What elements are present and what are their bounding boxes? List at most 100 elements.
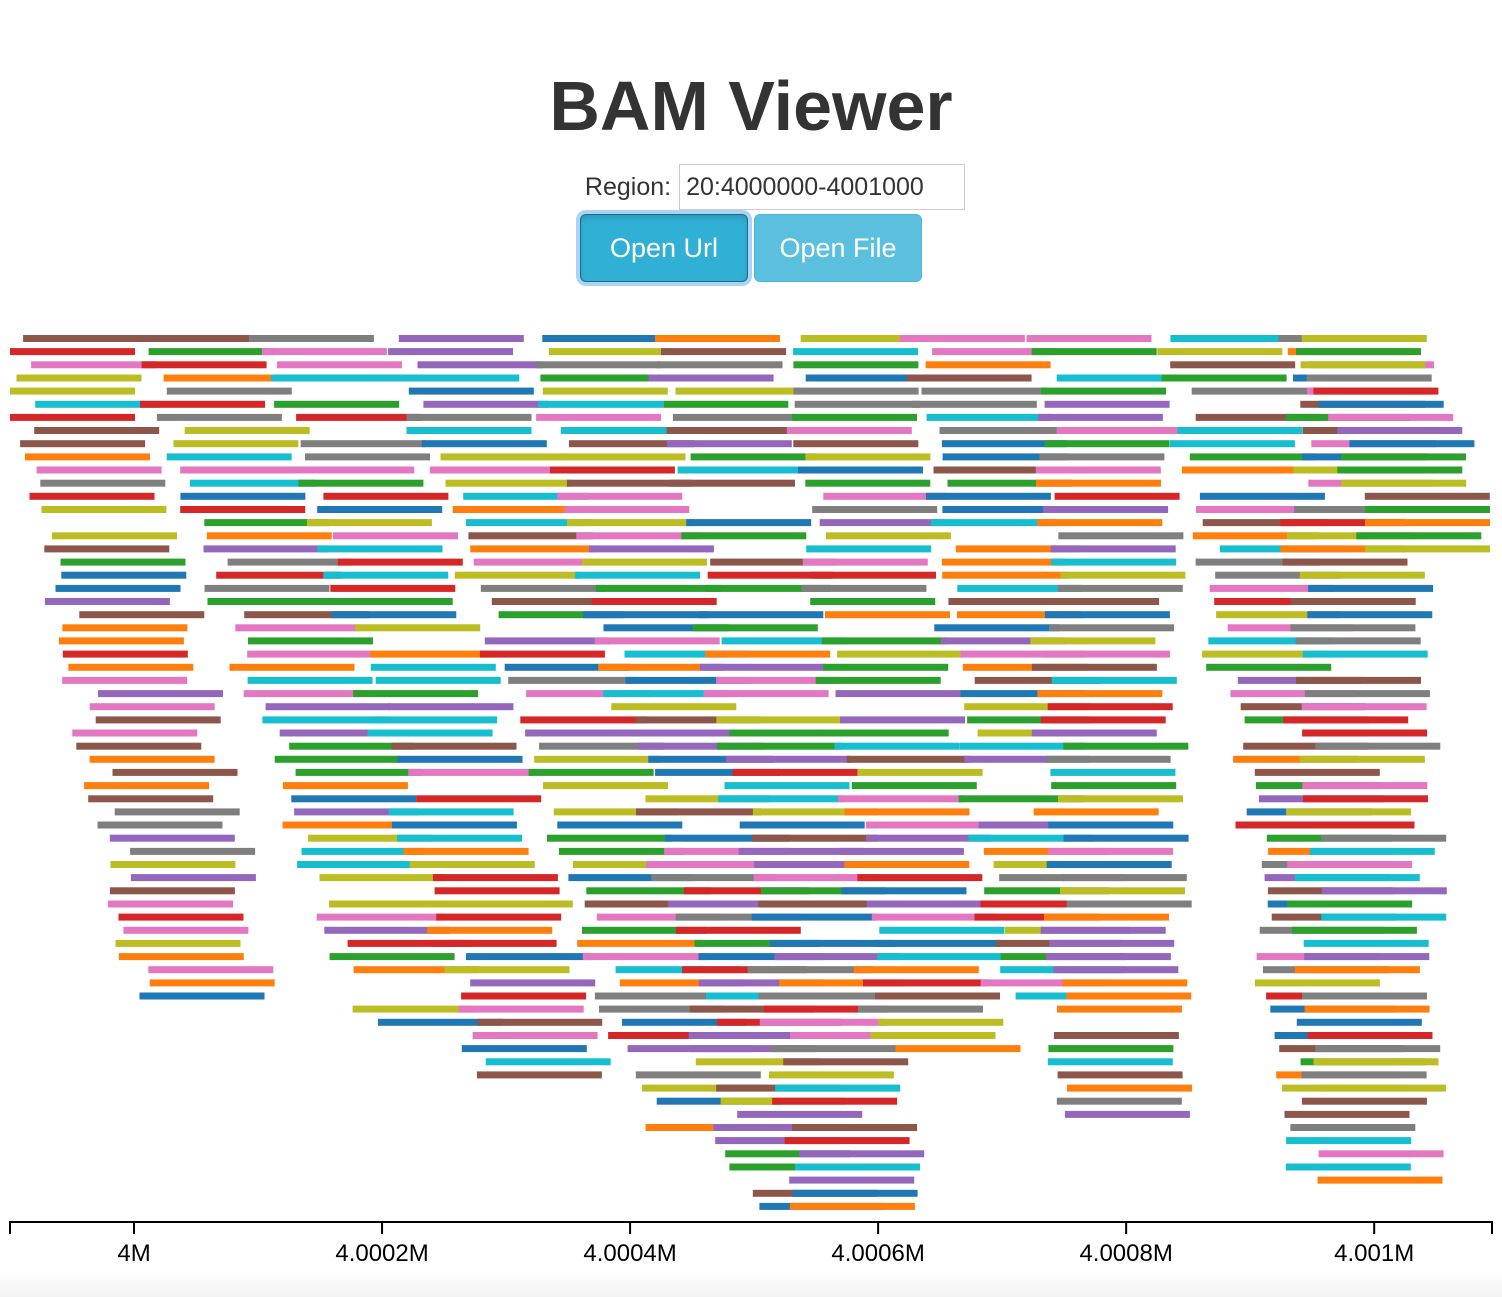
read-bar [695,1058,821,1066]
read-bar [491,598,617,605]
read-bar [1040,926,1166,934]
read-bar [799,1150,925,1158]
read-bar [180,466,306,474]
read-bar [582,926,707,934]
read-bar [123,926,249,934]
page-title: BAM Viewer [549,67,953,145]
read-bar [1282,558,1408,566]
read-bar [1364,492,1490,500]
read-bar [1031,729,1157,737]
read-bar [144,335,270,342]
read-bar [1341,479,1467,487]
read-bar [793,348,919,356]
read-bar [699,663,825,671]
read-bar [1170,335,1296,342]
read-bar [594,992,720,1000]
read-bar [180,506,306,513]
read-bar [1315,1045,1441,1053]
read-bar [84,782,210,790]
read-bar [638,742,764,750]
read-bar [911,400,1037,408]
read-bar [1056,1097,1182,1105]
open-file-button[interactable]: Open File [754,214,922,282]
read-bar [784,1137,910,1145]
read-bar [298,479,424,487]
read-bar [485,1058,611,1066]
read-bar [95,716,221,724]
read-bar [844,808,970,816]
read-bar [964,703,1090,711]
read-bar [538,400,664,408]
read-bar [1286,1137,1412,1145]
read-bar [466,519,591,527]
region-label: Region: [584,172,672,201]
read-bar [575,571,700,579]
read-bar [535,361,661,369]
read-bar [391,821,517,829]
read-bar [329,900,455,908]
read-bar [112,768,238,776]
read-bar [434,887,560,895]
read-bar [1050,545,1176,553]
open-url-button[interactable]: Open Url [580,214,748,282]
read-bar [1048,821,1174,829]
read-bar [877,953,1003,961]
read-bar [1320,1084,1446,1092]
read-bar [1285,1163,1411,1171]
read-bar [1044,611,1170,619]
read-bar [1060,887,1185,895]
read-bar [1294,874,1420,882]
read-bar [118,953,244,961]
read-bar [1283,716,1409,724]
region-row: Region: [0,164,1502,210]
read-bar [715,1137,841,1145]
read-bar [666,440,792,448]
read-bar [1301,1071,1427,1079]
read-bar [840,716,966,724]
read-bar [88,795,214,803]
read-bar [472,1032,598,1039]
read-bar [683,887,809,895]
read-bar [306,519,432,527]
read-bar [805,453,931,461]
read-bar [1037,690,1163,698]
read-bar [686,519,812,527]
region-input[interactable] [679,164,966,210]
read-bar [1280,519,1406,527]
read-bar [1321,834,1447,842]
read-bar [140,400,265,408]
read-bar [752,834,878,842]
read-bar [1061,874,1187,882]
read-bar [568,874,694,882]
read-bar [44,598,170,605]
read-bar [968,834,1094,842]
read-bar [62,650,188,658]
read-bar [1304,690,1430,698]
read-bar [1182,466,1307,474]
read-bar [933,466,1059,474]
read-bar [819,519,945,527]
read-bar [1049,624,1174,632]
read-bar [1365,506,1490,513]
read-bar [370,663,496,671]
read-bar [436,913,562,921]
read-bar [1289,821,1415,829]
read-bar [1318,1150,1444,1158]
read-bar [109,834,235,842]
read-bar [549,466,675,474]
read-bar [319,874,445,882]
read-bar [1030,637,1156,645]
read-bar [857,768,983,776]
read-bar [931,519,1057,527]
read-bar [1216,611,1342,619]
read-bar [40,479,166,487]
read-bar [1296,676,1421,684]
read-bar [964,755,1090,763]
read-bar [866,834,992,842]
read-bar [668,900,793,908]
read-bar [1045,755,1171,763]
read-bar [942,453,1068,461]
read-bar [941,558,1067,566]
read-bar [375,676,501,684]
read-bar [508,676,634,684]
